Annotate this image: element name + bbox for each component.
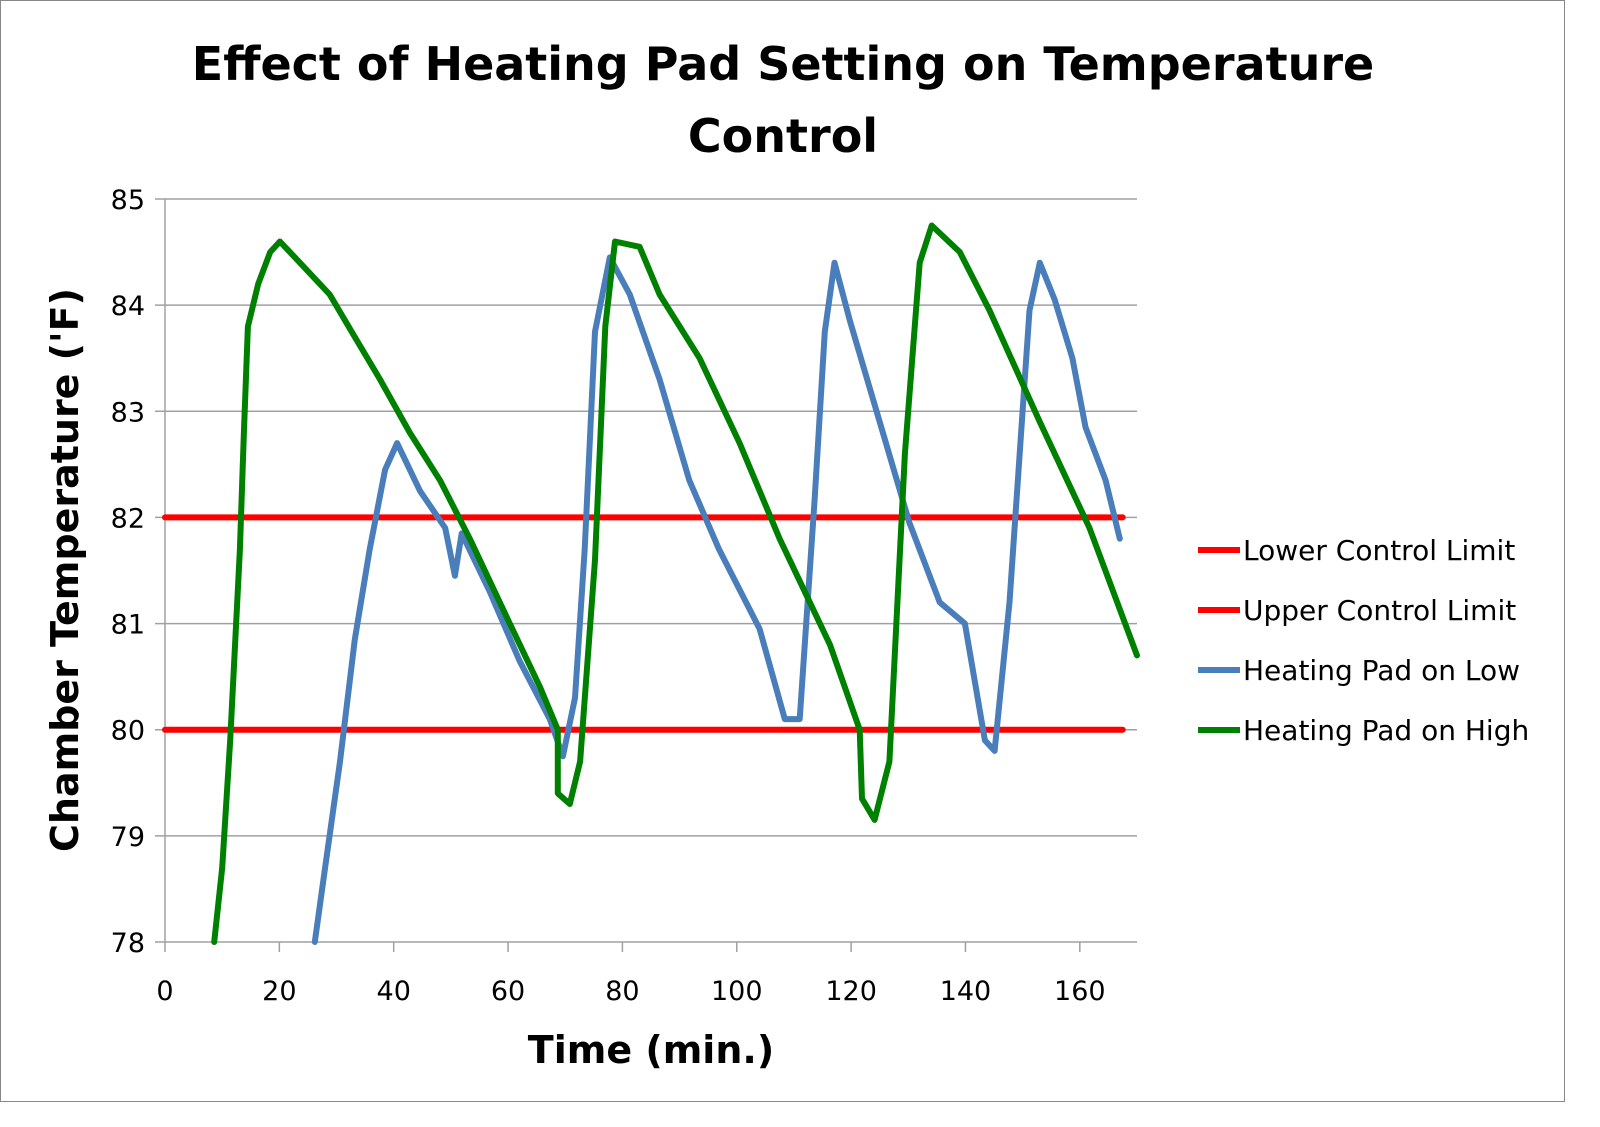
y-axis-label: Chamber Temperature ('F) <box>43 288 87 852</box>
x-tick-label: 120 <box>825 976 877 1007</box>
y-tick-label: 84 <box>111 291 145 322</box>
chart-title-line-1: Effect of Heating Pad Setting on Tempera… <box>192 37 1374 91</box>
x-tick-label: 80 <box>605 976 639 1007</box>
x-tick-label: 20 <box>262 976 296 1007</box>
x-axis-label: Time (min.) <box>528 1028 774 1072</box>
legend-label: Heating Pad on High <box>1243 714 1529 747</box>
y-tick-label: 78 <box>111 928 145 959</box>
chart-title-line-2: Control <box>688 109 878 163</box>
y-tick-label: 80 <box>111 716 145 747</box>
x-tick-label: 0 <box>156 976 173 1007</box>
x-tick-label: 140 <box>940 976 992 1007</box>
x-tick-label: 40 <box>377 976 411 1007</box>
y-tick-label: 85 <box>111 185 145 216</box>
legend: Lower Control Limit Upper Control Limit He… <box>1198 534 1529 747</box>
x-tick-label: 60 <box>491 976 525 1007</box>
y-tick-label: 79 <box>111 822 145 853</box>
series-lines <box>162 222 1140 945</box>
x-tick-label: 100 <box>711 976 763 1007</box>
y-tick-label: 83 <box>111 397 145 428</box>
legend-label: Lower Control Limit <box>1243 534 1515 567</box>
x-tick-label: 160 <box>1054 976 1106 1007</box>
series-line-heating-pad-on-high <box>211 222 1140 945</box>
legend-label: Heating Pad on Low <box>1243 654 1520 687</box>
legend-label: Upper Control Limit <box>1243 594 1516 627</box>
axes <box>164 199 1081 952</box>
y-tick-label: 81 <box>111 610 145 641</box>
series-line-heating-pad-on-low <box>311 254 1123 945</box>
tick-labels: 78 79 80 81 82 83 84 85 0 20 40 60 80 100 120 140 160 <box>111 185 1106 1007</box>
y-tick-label: 82 <box>111 503 145 534</box>
chart-frame <box>0 0 1565 1102</box>
